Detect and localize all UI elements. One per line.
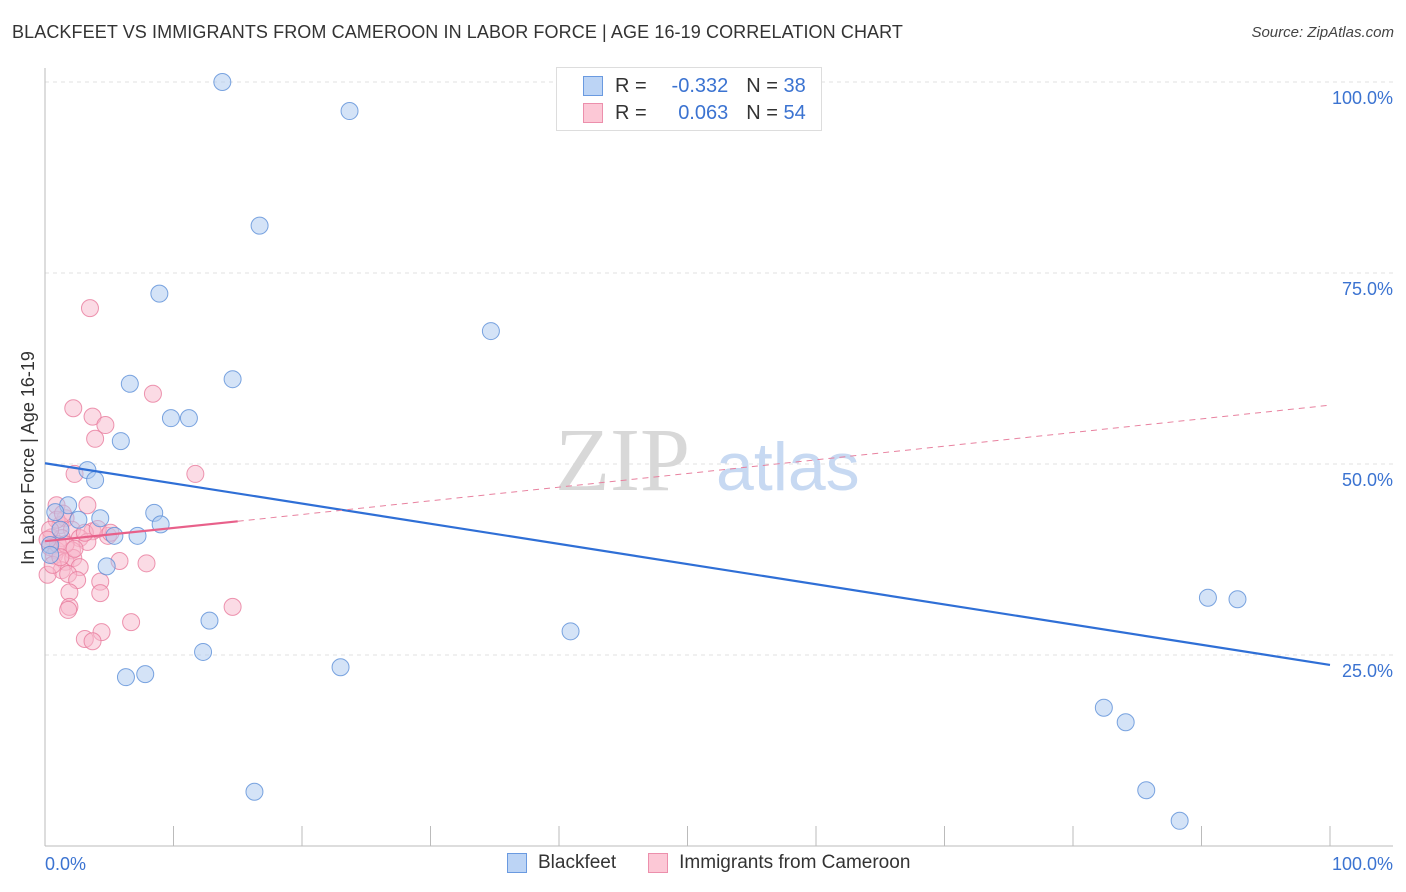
blackfeet-point	[194, 642, 213, 661]
blackfeet-legend-swatch	[507, 853, 527, 873]
watermark-atlas: atlas	[716, 429, 860, 505]
y-tick-label: 75.0%	[1342, 279, 1393, 299]
cameroon-point	[186, 464, 205, 483]
blackfeet-swatch	[583, 76, 603, 96]
cameroon-point	[83, 407, 102, 426]
y-tick-label: 50.0%	[1342, 470, 1393, 490]
blackfeet-point	[1198, 588, 1217, 607]
blackfeet-point	[41, 545, 60, 564]
n-label: N =	[746, 74, 778, 97]
blackfeet-point	[97, 557, 116, 576]
cameroon-point	[65, 539, 84, 558]
cameroon-legend-swatch	[648, 853, 669, 873]
blackfeet-point	[245, 782, 264, 801]
source-label: Source: ZipAtlas.com	[1251, 24, 1394, 41]
y-tick-label: 100.0%	[1332, 88, 1393, 108]
legend-blackfeet: Blackfeet	[538, 852, 617, 873]
gridlines	[45, 81, 1393, 656]
y-tick-labels: 25.0% 50.0% 75.0% 100.0%	[1332, 88, 1393, 681]
chart-title: BLACKFEET VS IMMIGRANTS FROM CAMEROON IN…	[12, 22, 904, 42]
legend-row-cameroon: R = 0.063 N = 54	[583, 100, 806, 126]
x-tick-label-max: 100.0%	[1332, 854, 1393, 874]
cameroon-point	[143, 384, 162, 403]
blackfeet-point	[1116, 713, 1135, 732]
cameroon-point	[86, 429, 105, 448]
blackfeet-point	[136, 665, 155, 684]
y-tick-label: 25.0%	[1342, 661, 1393, 681]
blackfeet-point	[46, 503, 65, 522]
blackfeet-point	[340, 102, 359, 121]
blackfeet-point	[1094, 698, 1113, 717]
r-value: -0.332	[671, 74, 729, 97]
blackfeet-point	[69, 510, 88, 529]
blackfeet-point	[161, 409, 180, 428]
series-legend: Blackfeet Immigrants from Cameroon	[507, 852, 910, 874]
cameroon-point	[122, 613, 141, 632]
legend-cameroon: Immigrants from Cameroon	[679, 852, 911, 873]
blackfeet-point	[111, 432, 130, 451]
cameroon-point	[80, 299, 99, 318]
blackfeet-point	[561, 622, 580, 641]
cameroon-point	[96, 416, 115, 435]
series-cameroon-points	[38, 299, 242, 651]
r-value: 0.063	[678, 101, 729, 124]
axes	[44, 68, 1393, 847]
watermark: ZIP atlas	[555, 411, 860, 510]
trend-lines	[44, 404, 1331, 667]
legend-row-blackfeet: R = -0.332 N = 38	[583, 73, 806, 99]
blackfeet-point	[1228, 590, 1247, 609]
blackfeet-point	[481, 322, 500, 341]
blackfeet-point	[150, 284, 169, 303]
r-label: R =	[615, 74, 647, 97]
cameroon-trend-line	[44, 520, 238, 543]
n-value: 54	[783, 101, 806, 124]
series-blackfeet-points	[41, 73, 1247, 830]
blackfeet-point	[331, 658, 350, 677]
cameroon-point	[83, 632, 102, 651]
blackfeet-point	[213, 73, 232, 91]
blackfeet-point	[1137, 781, 1156, 800]
cameroon-point	[223, 597, 242, 616]
blackfeet-point	[86, 471, 105, 490]
blackfeet-point	[250, 216, 269, 235]
blackfeet-point	[223, 370, 242, 389]
blackfeet-trend-line	[44, 462, 1331, 667]
blackfeet-point	[179, 409, 198, 428]
n-value: 38	[783, 74, 806, 97]
x-tick-label-min: 0.0%	[45, 854, 86, 874]
blackfeet-point	[128, 526, 147, 545]
stats-legend: R = -0.332 N = 38 R = 0.063 N = 54	[556, 67, 822, 131]
cameroon-point	[59, 600, 78, 619]
blackfeet-point	[91, 509, 110, 528]
blackfeet-point	[105, 526, 124, 545]
blackfeet-point	[200, 611, 219, 630]
watermark-zip: ZIP	[555, 411, 690, 510]
r-label: R =	[615, 101, 647, 124]
cameroon-trend-extension	[237, 404, 1331, 522]
blackfeet-point	[1170, 811, 1189, 830]
cameroon-swatch	[583, 103, 603, 123]
cameroon-point	[78, 496, 97, 515]
cameroon-point	[64, 399, 83, 418]
cameroon-point	[91, 584, 110, 603]
blackfeet-point	[51, 520, 70, 539]
blackfeet-point	[120, 374, 139, 393]
cameroon-point	[137, 554, 156, 573]
n-label: N =	[746, 101, 778, 124]
blackfeet-point	[116, 668, 135, 687]
y-axis-label: In Labor Force | Age 16-19	[18, 351, 38, 565]
